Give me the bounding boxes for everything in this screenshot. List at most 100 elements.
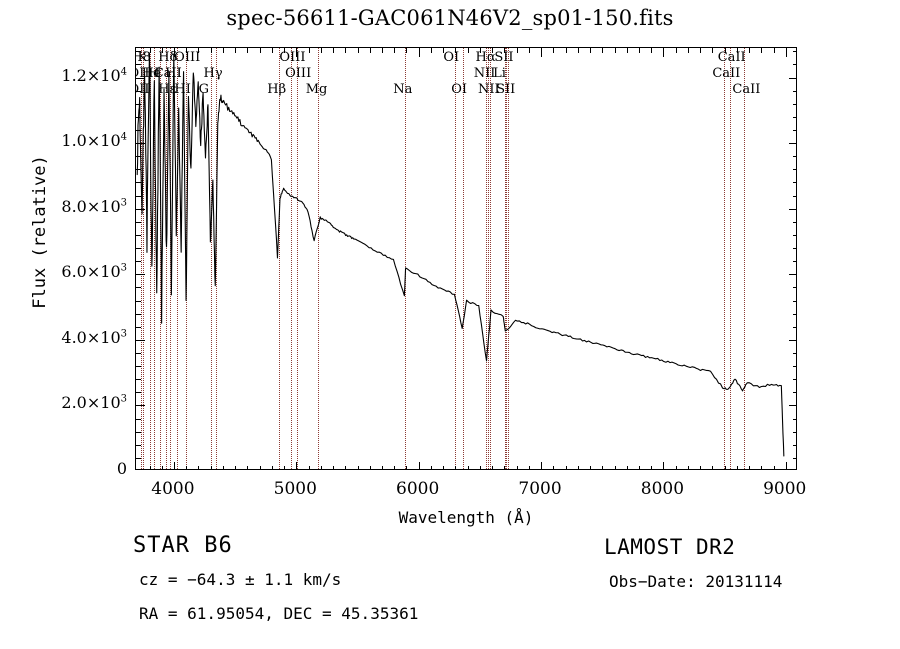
spectral-line-label: Mg — [305, 82, 328, 97]
y-major-tick — [136, 208, 145, 210]
y-minor-tick — [136, 51, 141, 53]
x-minor-tick — [577, 48, 579, 53]
x-major-tick — [785, 462, 787, 469]
x-minor-tick — [235, 466, 237, 469]
x-minor-tick — [308, 466, 310, 469]
x-minor-tick — [210, 48, 212, 53]
y-minor-tick — [793, 64, 796, 66]
y-minor-tick — [793, 234, 796, 236]
x-major-tick — [173, 48, 175, 57]
x-minor-tick — [602, 466, 604, 469]
spectral-line-label: Hβ — [267, 82, 287, 97]
x-minor-tick — [467, 466, 469, 469]
x-minor-tick — [749, 466, 751, 469]
y-minor-tick — [136, 353, 141, 354]
spectral-line-label: K — [137, 50, 148, 65]
y-minor-tick — [136, 130, 141, 131]
y-minor-tick — [793, 431, 796, 433]
x-minor-tick — [577, 466, 579, 469]
y-minor-tick — [793, 182, 796, 184]
x-minor-tick — [712, 48, 714, 53]
x-minor-tick — [198, 48, 200, 53]
x-minor-tick — [590, 466, 591, 469]
x-minor-tick — [479, 48, 481, 53]
x-tick-label: 8000 — [640, 479, 685, 499]
y-minor-tick — [136, 116, 141, 118]
y-minor-tick — [136, 379, 141, 381]
spectral-marker-line — [505, 48, 507, 469]
x-minor-tick — [724, 466, 726, 469]
spectral-marker-line — [153, 48, 155, 469]
y-tick-label: 6.0×103 — [61, 262, 127, 282]
spectral-line-label: CaII — [717, 50, 746, 65]
spectral-line-label: OIII — [285, 66, 312, 81]
y-minor-tick — [136, 248, 141, 249]
x-minor-tick — [504, 466, 506, 469]
y-minor-tick — [793, 261, 796, 263]
x-minor-tick — [626, 48, 628, 53]
x-major-tick — [663, 462, 665, 469]
y-tick-label: 1.0×104 — [61, 131, 127, 151]
x-major-tick — [785, 48, 787, 57]
x-minor-tick — [749, 48, 751, 53]
spectral-line-label: Hδ — [158, 50, 178, 65]
y-minor-tick — [793, 418, 796, 420]
x-minor-tick — [553, 48, 555, 53]
y-major-tick — [789, 405, 796, 407]
y-minor-tick — [136, 392, 141, 394]
spectral-line-label: CaII — [153, 66, 182, 81]
x-minor-tick — [700, 48, 702, 53]
x-tick-label: 6000 — [396, 479, 440, 499]
y-minor-tick — [793, 130, 796, 131]
x-major-tick — [296, 462, 298, 469]
spectral-marker-line — [279, 48, 281, 469]
x-minor-tick — [565, 466, 567, 469]
spectral-line-label: H — [148, 66, 160, 81]
y-minor-tick — [793, 103, 796, 105]
y-minor-tick — [136, 418, 141, 420]
y-tick-label: 4.0×103 — [61, 327, 127, 347]
y-major-tick — [136, 274, 145, 276]
y-minor-tick — [793, 156, 796, 158]
spectral-marker-line — [291, 48, 293, 469]
x-tick-label: 5000 — [273, 479, 317, 499]
x-minor-tick — [210, 466, 212, 469]
spectral-line-label: OI — [443, 50, 460, 65]
y-tick-label: 0 — [116, 459, 127, 478]
x-minor-tick — [345, 48, 347, 53]
x-minor-tick — [626, 466, 628, 469]
y-major-tick — [789, 274, 796, 276]
x-minor-tick — [724, 48, 726, 53]
x-minor-tick — [528, 466, 530, 469]
x-major-tick — [541, 462, 542, 469]
x-minor-tick — [455, 48, 457, 53]
x-minor-tick — [161, 48, 163, 53]
spectral-line-label: Li — [493, 66, 506, 81]
x-tick-label: 7000 — [518, 479, 562, 499]
x-minor-tick — [614, 48, 616, 53]
x-minor-tick — [492, 48, 494, 53]
x-minor-tick — [382, 48, 383, 53]
x-minor-tick — [271, 48, 273, 53]
x-minor-tick — [700, 466, 702, 469]
y-axis-title: Flux (relative) — [30, 155, 50, 309]
x-minor-tick — [638, 48, 640, 53]
x-minor-tick — [222, 48, 224, 53]
x-minor-tick — [186, 48, 188, 53]
x-minor-tick — [443, 466, 445, 469]
y-minor-tick — [136, 195, 141, 197]
y-minor-tick — [136, 169, 141, 171]
spectral-line-label: SII — [494, 50, 514, 65]
spectral-marker-line — [143, 48, 145, 469]
x-tick-label: 9000 — [763, 479, 807, 499]
x-minor-tick — [369, 466, 371, 469]
x-major-tick — [663, 48, 665, 57]
x-minor-tick — [675, 48, 677, 53]
y-minor-tick — [136, 444, 141, 446]
y-minor-tick — [136, 366, 141, 368]
x-minor-tick — [357, 466, 359, 469]
spectral-line-label: He — [141, 66, 161, 81]
x-minor-tick — [773, 48, 775, 53]
spectral-line-label: OIII — [279, 50, 306, 65]
spectral-marker-line — [140, 48, 142, 469]
